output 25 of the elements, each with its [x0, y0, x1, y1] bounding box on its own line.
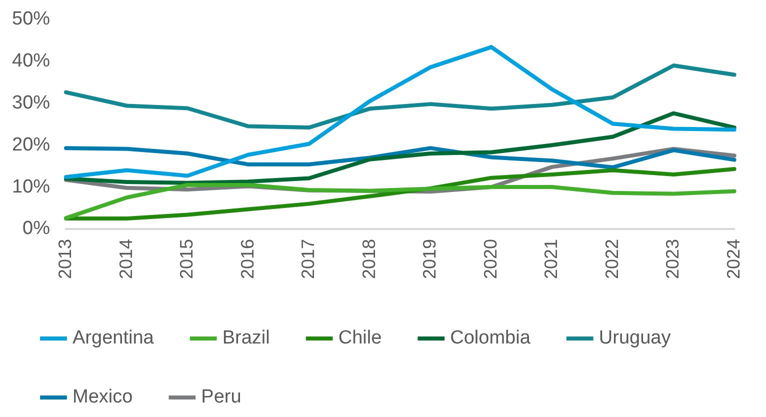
x-tick-label: 2021	[541, 238, 562, 280]
x-tick-label: 2024	[723, 238, 744, 280]
legend-label: Chile	[338, 328, 382, 349]
y-tick-label: 0%	[22, 218, 50, 240]
legend-label: Uruguay	[598, 328, 672, 349]
legend-label: Peru	[201, 386, 242, 408]
legend-label: Brazil	[222, 328, 270, 349]
x-tick-label: 2013	[54, 238, 75, 280]
x-tick-label: 2017	[298, 238, 318, 280]
x-tick-label: 2018	[358, 238, 379, 280]
x-tick-label: 2014	[116, 238, 136, 280]
x-tick-label: 2019	[420, 238, 440, 280]
legend-label: Colombia	[450, 328, 531, 349]
legend-label: Mexico	[72, 386, 133, 408]
y-tick-label: 40%	[12, 50, 50, 72]
x-tick-label: 2023	[662, 238, 683, 280]
legend-label: Argentina	[72, 328, 154, 349]
x-tick-label: 2022	[602, 238, 622, 280]
y-tick-label: 50%	[12, 8, 50, 30]
y-tick-label: 20%	[12, 134, 50, 156]
x-tick-label: 2020	[480, 238, 500, 280]
y-tick-label: 10%	[12, 176, 50, 198]
x-tick-label: 2016	[237, 238, 258, 280]
y-tick-label: 30%	[12, 92, 50, 114]
x-tick-label: 2015	[176, 238, 197, 280]
